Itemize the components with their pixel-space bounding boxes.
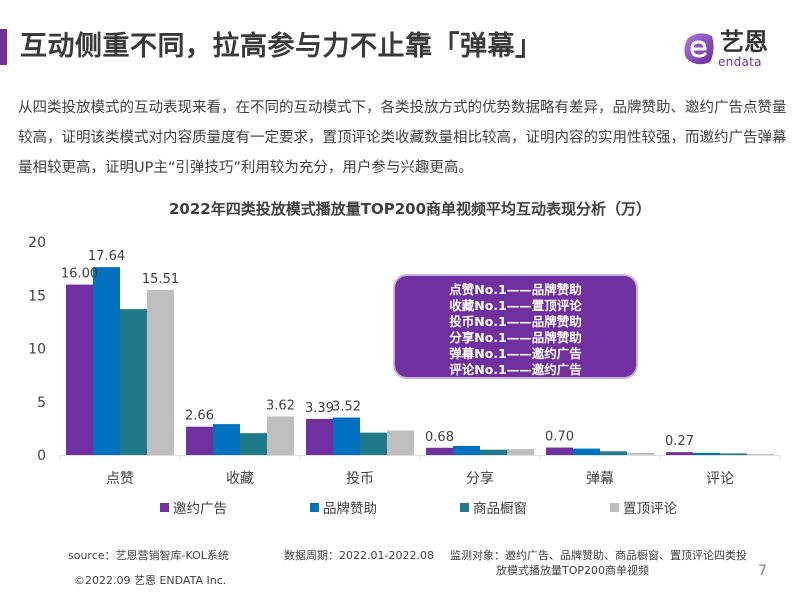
x-category-label: 点赞	[106, 471, 134, 487]
y-tick-label: 20	[28, 235, 46, 251]
bar	[240, 433, 267, 455]
x-category-label: 投币	[346, 471, 374, 487]
legend-swatch	[310, 502, 319, 512]
legend-swatch	[460, 502, 469, 512]
data-label: 2.66	[185, 409, 214, 424]
callout-line: 弹幕No.1——邀约广告	[449, 346, 582, 361]
y-tick-label: 5	[37, 395, 46, 411]
bar	[93, 267, 120, 455]
logo-english-text: endata	[718, 55, 762, 69]
footer-monitor-line2: 放模式播放量TOP200商单视频	[496, 564, 650, 577]
bar	[480, 449, 507, 455]
bar	[120, 309, 147, 455]
intro-paragraph: 从四类投放模式的互动表现来看，在不同的互动模式下，各类投放方式的优势数据略有差异…	[18, 100, 787, 176]
bar	[546, 447, 573, 455]
legend-label: 置顶评论	[623, 501, 677, 517]
callout-line: 评论No.1——邀约广告	[449, 362, 582, 377]
footer-period: 数据周期：2022.01-2022.08	[284, 549, 434, 562]
data-label: 0.68	[425, 430, 454, 445]
title-accent-bar	[0, 29, 7, 65]
legend-item-product-showcase: 商品橱窗	[460, 497, 527, 517]
bar	[507, 449, 534, 455]
legend-item-pinned-comment: 置顶评论	[610, 497, 677, 517]
bar	[213, 424, 240, 455]
data-label: 16.00	[61, 267, 98, 282]
data-label: 15.51	[142, 272, 179, 287]
endata-logo: 艺恩 endata	[682, 28, 800, 72]
legend-label: 商品橱窗	[473, 501, 527, 517]
y-tick-label: 10	[28, 342, 46, 358]
bar	[66, 284, 93, 455]
callout-line: 收藏No.1——置顶评论	[449, 298, 582, 313]
endata-logo-icon	[684, 33, 714, 65]
ranking-callout: 点赞No.1——品牌赞助 收藏No.1——置顶评论 投币No.1——品牌赞助 分…	[393, 274, 638, 379]
callout-line: 点赞No.1——品牌赞助	[449, 282, 582, 297]
legend-item-invited-ads: 邀约广告	[160, 497, 227, 517]
bar-chart: 0 5 10 15 20 点赞 收藏 投币 分享 弹幕 评论 16.00 2.66 3.39 0.68 0.7…	[28, 235, 781, 487]
bar	[333, 417, 360, 455]
data-label: 3.62	[266, 398, 295, 413]
bar	[360, 432, 387, 455]
bar	[720, 453, 747, 455]
legend-swatch	[160, 502, 169, 512]
x-category-label: 收藏	[226, 471, 254, 487]
page-title: 互动侧重不同，拉高参与力不止靠「弹幕」	[20, 31, 543, 62]
bar	[747, 453, 774, 455]
footer-monitor-line1: 监测对象：邀约广告、品牌赞助、商品橱窗、置顶评论四类投	[450, 549, 747, 562]
bar	[267, 416, 294, 455]
legend-swatch	[610, 502, 619, 512]
bar	[186, 426, 213, 455]
legend-label: 邀约广告	[173, 501, 227, 517]
data-label: 0.27	[665, 434, 694, 449]
legend-item-brand-sponsor: 品牌赞助	[310, 497, 377, 517]
chart-title: 2022年四类投放模式播放量TOP200商单视频平均互动表现分析（万）	[168, 200, 652, 218]
data-label: 0.70	[545, 430, 574, 445]
x-category-label: 分享	[466, 470, 494, 487]
bar	[453, 445, 480, 455]
bar	[693, 452, 720, 455]
page-number: 7	[758, 563, 767, 579]
footer-source: source：艺恩营销智库-KOL系统	[68, 549, 229, 562]
bar	[627, 452, 654, 455]
bar	[306, 418, 333, 455]
bar	[426, 447, 453, 455]
chart-legend: 邀约广告 品牌赞助 商品橱窗 置顶评论	[160, 497, 760, 517]
bar	[573, 448, 600, 455]
x-category-label: 弹幕	[586, 471, 614, 487]
callout-line: 投币No.1——品牌赞助	[449, 314, 582, 329]
bar	[387, 430, 414, 455]
y-tick-label: 15	[28, 288, 46, 304]
data-label: 17.64	[88, 249, 125, 264]
legend-label: 品牌赞助	[323, 501, 377, 517]
y-tick-label: 0	[37, 448, 46, 464]
bar	[666, 452, 693, 455]
logo-chinese-text: 艺恩	[720, 28, 768, 56]
data-label: 3.39	[305, 401, 334, 416]
callout-line: 分享No.1——品牌赞助	[449, 330, 582, 345]
data-label: 3.52	[332, 400, 361, 415]
bar	[147, 289, 174, 455]
x-category-label: 评论	[706, 471, 734, 487]
bar	[600, 451, 627, 455]
footer-copyright: ©2022.09 艺恩 ENDATA Inc.	[74, 574, 227, 587]
